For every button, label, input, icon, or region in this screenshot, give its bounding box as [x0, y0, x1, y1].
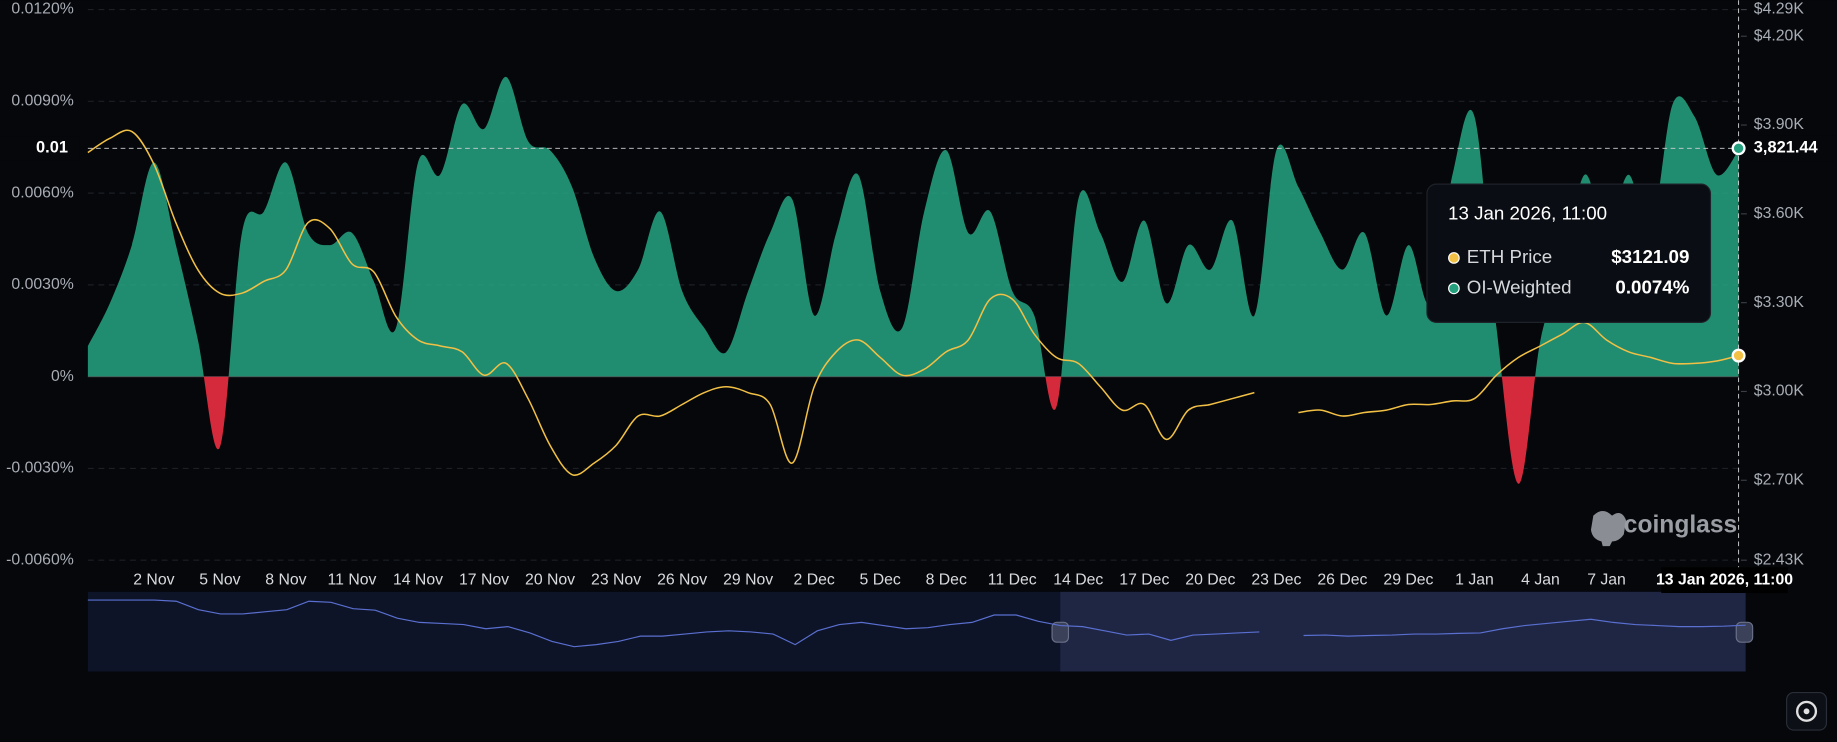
crosshair-x-label: 13 Jan 2026, 11:00 — [1656, 571, 1793, 588]
tooltip-dot — [1448, 282, 1460, 295]
watermark: coinglass — [1590, 511, 1737, 547]
x-tick-label: 2 Dec — [794, 571, 835, 588]
y2-tick-label: $2.70K — [1754, 471, 1805, 488]
overlay: 0.01 3,821.44 13 Jan 2026, 11:00 13 Jan 202… — [0, 0, 1837, 594]
y-tick-label: -0.0060% — [6, 551, 74, 568]
tooltip-value: 0.0074% — [1615, 276, 1689, 297]
tooltip-title: 13 Jan 2026, 11:00 — [1448, 203, 1607, 224]
y2-tick-label: $4.29K — [1754, 1, 1805, 18]
funding-area-positive — [87, 76, 1739, 377]
y-tick-label: 0.0120% — [11, 1, 73, 18]
navigator-selection[interactable] — [1060, 591, 1746, 672]
crosshair-y-label-bg — [0, 136, 80, 161]
y2-tick-label: $2.43K — [1754, 551, 1805, 568]
x-tick-label: 17 Nov — [459, 571, 509, 588]
crosshair-x-label-bg — [1661, 567, 1788, 594]
y-tick-label: 0.0030% — [11, 276, 73, 293]
funding-marker — [1731, 141, 1746, 156]
x-tick-label: 23 Dec — [1251, 571, 1301, 588]
price-line — [87, 129, 1255, 476]
x-tick-label: 29 Nov — [723, 571, 773, 588]
x-tick-label: 2 Nov — [133, 571, 174, 588]
x-tick-label: 8 Dec — [926, 571, 967, 588]
x-tick-label: 7 Jan — [1587, 571, 1626, 588]
crosshair-y2-label: 3,821.44 — [1754, 139, 1819, 157]
x-tick-label: 4 Jan — [1521, 571, 1560, 588]
settings-icon-dot — [1803, 708, 1810, 715]
y-tick-label: -0.0030% — [6, 460, 74, 477]
x-tick-label: 11 Dec — [988, 571, 1037, 588]
x-tick-label: 14 Nov — [393, 571, 443, 588]
x-tick-label: 23 Nov — [591, 571, 641, 588]
x-tick-label: 1 Jan — [1455, 571, 1494, 588]
x-tick-label: 26 Dec — [1317, 571, 1367, 588]
navigator[interactable] — [87, 591, 1754, 672]
tooltip-dot — [1448, 252, 1460, 264]
x-tick-label: 29 Dec — [1383, 571, 1433, 588]
y2-tick-label: $4.20K — [1754, 27, 1805, 44]
navigator-line — [87, 599, 1260, 648]
navigator-handle[interactable] — [1051, 621, 1070, 643]
settings-button[interactable] — [1786, 692, 1828, 731]
x-tick-label: 20 Dec — [1185, 571, 1235, 588]
tooltip-series-name: ETH Price — [1467, 246, 1552, 267]
y2-tick-label: $3.90K — [1754, 116, 1805, 133]
tooltip-bg — [1426, 183, 1712, 323]
crosshair-y2-label-bg — [1747, 135, 1837, 162]
plot-area — [87, 76, 1739, 484]
y2-tick-label: $3.30K — [1754, 294, 1805, 311]
tooltip-value: $3121.09 — [1611, 246, 1689, 267]
x-tick-label: 11 Nov — [328, 571, 377, 588]
navigator-line — [1303, 618, 1746, 637]
y2-tick-label: $3.60K — [1754, 205, 1805, 222]
navigator-handle[interactable] — [1735, 621, 1754, 643]
watermark-text: coinglass — [1624, 512, 1737, 539]
y-tick-label: 0.0060% — [11, 184, 73, 201]
price-line — [1298, 321, 1739, 417]
x-tick-label: 20 Nov — [525, 571, 575, 588]
tooltip-series-name: OI-Weighted — [1467, 276, 1572, 297]
x-tick-label: 17 Dec — [1119, 571, 1169, 588]
x-tick-label: 5 Dec — [860, 571, 901, 588]
y-tick-label: 0.0090% — [11, 93, 73, 110]
settings-icon — [1795, 700, 1818, 722]
y-tick-label: 0% — [51, 368, 74, 385]
y2-tick-label: $3.00K — [1754, 383, 1805, 400]
x-tick-label: 14 Dec — [1053, 571, 1103, 588]
crosshair-y-label: 0.01 — [36, 139, 68, 157]
x-tick-label: 26 Nov — [657, 571, 707, 588]
axes: -0.0060% -0.0030% 0% 0.0030% 0.0060% 0.0090% 0… — [6, 1, 1804, 589]
watermark-icon — [1590, 511, 1627, 547]
x-tick-label: 8 Nov — [265, 571, 306, 588]
x-tick-label: 5 Nov — [199, 571, 240, 588]
price-marker — [1731, 348, 1746, 363]
